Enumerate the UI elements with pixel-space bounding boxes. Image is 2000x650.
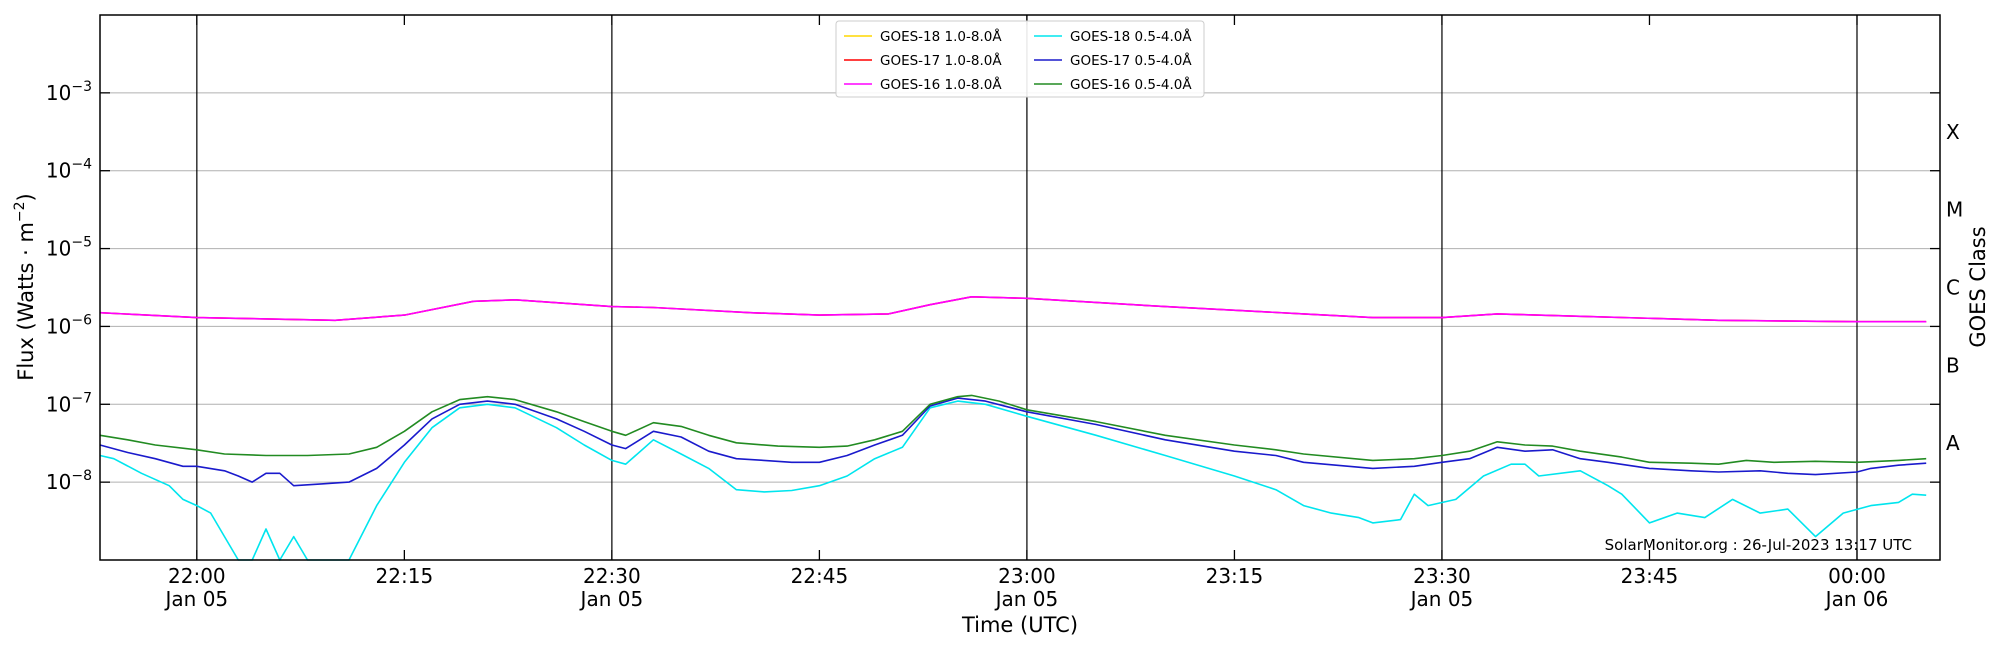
y-tick-exponent: −6 bbox=[71, 312, 92, 328]
x-tick-label: 22:00 bbox=[168, 564, 226, 588]
x-tick-label: 00:00 bbox=[1828, 564, 1886, 588]
y-tick-label: 10−7 bbox=[46, 390, 92, 416]
legend-entry: GOES-17 0.5-4.0Å bbox=[1070, 52, 1192, 69]
x-tick-label: 23:30 bbox=[1413, 564, 1471, 588]
y-tick-label: 10−5 bbox=[46, 235, 92, 261]
legend-box bbox=[835, 20, 1205, 98]
legend-entry: GOES-18 1.0-8.0Å bbox=[880, 28, 1002, 45]
y-tick-base: 10 bbox=[46, 470, 71, 494]
y-tick-label: 10−8 bbox=[46, 468, 92, 494]
x-tick-label: 22:30 bbox=[583, 564, 641, 588]
x-tick-date: Jan 06 bbox=[1824, 587, 1889, 611]
y-axis-title: Flux (Watts · m−2) bbox=[12, 193, 38, 381]
y-tick-exponent: −7 bbox=[71, 390, 92, 406]
day-boundary-lines bbox=[196, 15, 1858, 560]
goes-class-label: C bbox=[1946, 276, 1960, 300]
y-tick-exponent: −4 bbox=[71, 157, 92, 173]
goes-class-labels: A B C M X bbox=[1946, 120, 1963, 455]
plot-frame bbox=[99, 14, 1941, 561]
series-line bbox=[99, 397, 1927, 487]
series-line bbox=[99, 295, 1927, 323]
goes-class-label: M bbox=[1946, 198, 1963, 222]
goes-class-label: X bbox=[1946, 120, 1960, 144]
x-tick-label: 22:15 bbox=[376, 564, 434, 588]
y-tick-label: 10−4 bbox=[46, 157, 92, 183]
y-tick-base: 10 bbox=[46, 314, 71, 338]
series-line bbox=[99, 394, 1927, 466]
goes-class-label: B bbox=[1946, 353, 1960, 377]
x-tick-date: Jan 05 bbox=[994, 587, 1059, 611]
x-tick-date: Jan 05 bbox=[579, 587, 644, 611]
y-axis-ticks: 10−810−710−610−510−410−3 bbox=[46, 79, 1940, 494]
x-tick-label: 22:45 bbox=[791, 564, 849, 588]
x-tick-label: 23:45 bbox=[1621, 564, 1679, 588]
legend: GOES-18 1.0-8.0Å GOES-17 1.0-8.0Å GOES-16 … bbox=[835, 20, 1205, 98]
series-line bbox=[99, 400, 1927, 561]
horizontal-grid bbox=[100, 92, 1940, 483]
y-tick-exponent: −3 bbox=[71, 79, 92, 95]
y-tick-base: 10 bbox=[46, 159, 71, 183]
y-tick-label: 10−6 bbox=[46, 312, 92, 338]
x-axis-title: Time (UTC) bbox=[961, 613, 1078, 637]
legend-entry: GOES-17 1.0-8.0Å bbox=[880, 52, 1002, 69]
x-tick-label: 23:15 bbox=[1206, 564, 1264, 588]
y-tick-exponent: −8 bbox=[71, 468, 92, 484]
y-tick-label: 10−3 bbox=[46, 79, 92, 105]
legend-entry: GOES-18 0.5-4.0Å bbox=[1070, 28, 1192, 45]
y-tick-exponent: −5 bbox=[71, 235, 92, 251]
y-tick-base: 10 bbox=[46, 237, 71, 261]
x-tick-date: Jan 05 bbox=[1409, 587, 1474, 611]
goes-class-label: A bbox=[1946, 431, 1960, 455]
y-axis-title-main: Flux (Watts · m bbox=[14, 222, 38, 381]
y-axis-title-close: ) bbox=[14, 193, 38, 201]
credit-text: SolarMonitor.org : 26-Jul-2023 13:17 UTC bbox=[1605, 536, 1912, 554]
flux-series bbox=[99, 295, 1927, 561]
x-tick-label: 23:00 bbox=[998, 564, 1056, 588]
x-tick-date: Jan 05 bbox=[164, 587, 229, 611]
y-axis-title-exponent: −2 bbox=[12, 201, 28, 222]
goes-class-axis-title: GOES Class bbox=[1966, 226, 1990, 347]
legend-entry: GOES-16 1.0-8.0Å bbox=[880, 76, 1002, 93]
y-tick-base: 10 bbox=[46, 81, 71, 105]
y-tick-base: 10 bbox=[46, 392, 71, 416]
legend-entry: GOES-16 0.5-4.0Å bbox=[1070, 76, 1192, 93]
